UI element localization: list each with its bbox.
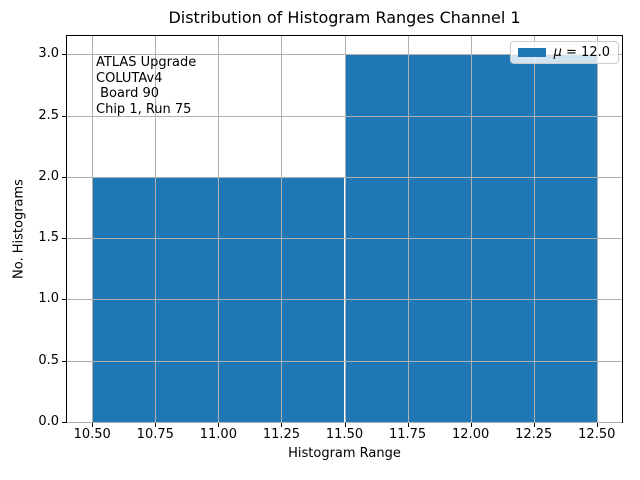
tick-mark (597, 423, 598, 427)
plot-area: ATLAS Upgrade COLUTAv4 Board 90 Chip 1, … (66, 35, 623, 423)
gridline (345, 36, 346, 422)
x-tick-label: 12.00 (452, 427, 490, 442)
annotation-block: ATLAS Upgrade COLUTAv4 Board 90 Chip 1, … (96, 55, 196, 117)
gridline (67, 299, 622, 300)
tick-mark (534, 423, 535, 427)
tick-mark (62, 54, 66, 55)
x-tick-label: 12.50 (578, 427, 616, 442)
gridline (92, 36, 93, 422)
chart-title: Distribution of Histogram Ranges Channel… (168, 8, 521, 27)
y-tick-label: 1.5 (38, 230, 59, 246)
y-tick-label: 1.0 (38, 291, 59, 307)
gridline (67, 177, 622, 178)
x-tick-label: 10.50 (73, 427, 111, 442)
tick-mark (92, 423, 93, 427)
tick-mark (408, 423, 409, 427)
tick-mark (62, 177, 66, 178)
annotation-line: Chip 1, Run 75 (96, 101, 192, 117)
gridline (155, 36, 156, 422)
x-tick-label: 12.25 (515, 427, 553, 442)
y-tick-label: 2.0 (38, 168, 59, 184)
gridline (597, 36, 598, 422)
x-tick-label: 11.75 (388, 427, 427, 442)
tick-mark (281, 423, 282, 427)
gridline (218, 36, 219, 422)
annotation-line: Board 90 (96, 86, 160, 101)
x-axis-label: Histogram Range (288, 446, 401, 461)
gridline (67, 238, 622, 239)
gridline (67, 54, 622, 55)
gridline (67, 422, 622, 423)
mu-symbol: μ (553, 45, 562, 60)
tick-mark (471, 423, 472, 427)
tick-mark (62, 116, 66, 117)
tick-mark (345, 423, 346, 427)
y-tick-label: 2.5 (38, 107, 59, 123)
y-tick-label: 3.0 (38, 46, 59, 62)
x-tick-label: 11.00 (199, 427, 237, 442)
tick-mark (62, 238, 66, 239)
y-tick-label: 0.0 (38, 414, 59, 429)
x-tick-label: 11.25 (262, 427, 301, 442)
annotation-line: COLUTAv4 (96, 70, 163, 86)
y-tick-label: 0.5 (38, 352, 59, 368)
legend-label: μ = 12.0 (553, 45, 610, 60)
tick-mark (62, 299, 66, 300)
legend-swatch (517, 48, 546, 57)
x-tick-label: 10.75 (136, 427, 174, 442)
tick-mark (62, 422, 66, 423)
annotation-line: ATLAS Upgrade (96, 55, 197, 70)
y-axis-label: No. Histograms (11, 179, 27, 279)
x-tick-label: 11.50 (325, 427, 364, 442)
tick-mark (62, 361, 66, 362)
gridline (281, 36, 282, 422)
gridline (67, 116, 622, 117)
gridline (67, 361, 622, 362)
tick-mark (155, 423, 156, 427)
gridline (408, 36, 409, 422)
tick-mark (218, 423, 219, 427)
gridline (471, 36, 472, 422)
legend: μ = 12.0 (509, 41, 619, 64)
gridline (534, 36, 535, 422)
